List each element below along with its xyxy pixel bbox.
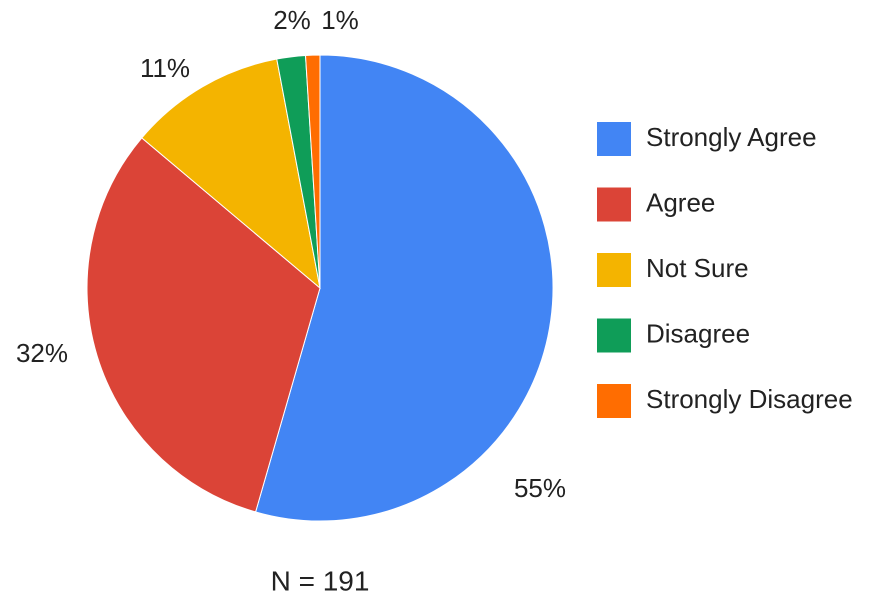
legend-label: Strongly Disagree <box>646 384 853 414</box>
legend-swatch <box>597 318 631 353</box>
pie-slice <box>86 137 321 513</box>
data-label: 32% <box>16 338 68 368</box>
legend-swatch <box>597 122 631 156</box>
annotation: N = 191 <box>271 565 370 596</box>
legend-label: Not Sure <box>646 253 749 283</box>
pie-slice <box>304 54 321 289</box>
data-label: 2% <box>273 5 311 35</box>
data-label: 55% <box>514 473 566 503</box>
data-label: 11% <box>140 53 190 83</box>
legend-label: Agree <box>646 187 715 217</box>
legend-label: Disagree <box>646 318 750 348</box>
legend-swatch <box>597 253 631 287</box>
legend-label: Strongly Agree <box>646 122 817 152</box>
legend-swatch <box>597 187 631 222</box>
legend-swatch <box>597 384 631 418</box>
data-label: 1% <box>321 5 359 35</box>
pie-slice <box>141 58 321 290</box>
pie-slice <box>255 54 554 522</box>
